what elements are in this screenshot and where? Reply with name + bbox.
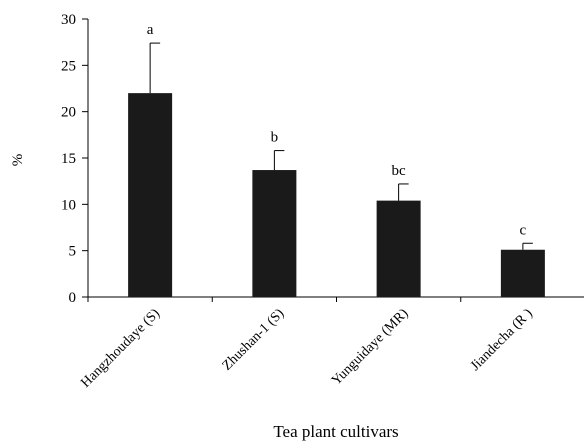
x-tick-label: Jiandecha (R ) <box>468 306 536 374</box>
bar <box>128 93 173 297</box>
y-axis: 0 5 10 15 20 25 30 <box>61 12 89 306</box>
y-tick-label: 5 <box>69 244 77 260</box>
x-tick-label: Zhushan-1 (S) <box>220 306 288 374</box>
bar <box>252 170 297 297</box>
error-bars <box>149 42 533 250</box>
y-tick-label: 10 <box>61 197 76 213</box>
y-tick-label: 20 <box>61 105 76 121</box>
x-tick-labels: Hangzhoudaye (S) Zhushan-1 (S) Yunguidaye … <box>78 306 536 391</box>
y-axis-label: % <box>10 154 26 167</box>
y-tick-label: 0 <box>69 290 77 306</box>
bar <box>500 249 545 297</box>
bar <box>376 200 421 297</box>
x-axis-label: Tea plant cultivars <box>273 422 398 441</box>
significance-label: a <box>147 22 154 38</box>
bars <box>128 93 545 297</box>
significance-label: b <box>271 130 279 146</box>
significance-label: bc <box>392 163 407 179</box>
x-tick-label: Yunguidaye (MR) <box>329 306 412 389</box>
significance-label: c <box>520 222 527 238</box>
x-axis <box>87 296 584 302</box>
x-tick-label: Hangzhoudaye (S) <box>78 306 163 391</box>
significance-labels: a b bc c <box>147 22 527 238</box>
y-tick-label: 25 <box>61 58 76 74</box>
y-tick-label: 15 <box>61 151 76 167</box>
y-tick-label: 30 <box>61 12 76 28</box>
